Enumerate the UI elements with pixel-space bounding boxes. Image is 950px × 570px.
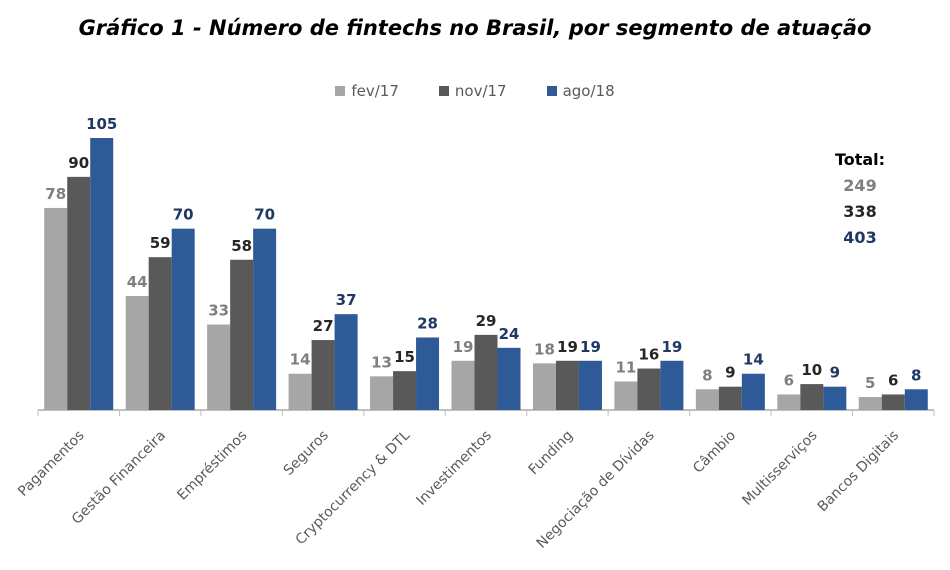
data-label: 27: [313, 317, 334, 335]
data-label: 24: [499, 325, 520, 343]
category-label: Câmbio: [690, 428, 739, 477]
bar: [637, 368, 661, 410]
legend-item-nov17: nov/17: [438, 82, 507, 100]
bar: [660, 360, 684, 410]
bar: [334, 314, 358, 410]
data-label: 90: [68, 154, 89, 172]
total-ago18: 403: [843, 228, 877, 247]
data-label: 58: [231, 237, 252, 255]
bar: [741, 373, 765, 410]
bar: [718, 386, 742, 410]
data-label: 16: [638, 346, 659, 364]
bar: [393, 371, 417, 410]
legend-item-fev17: fev/17: [335, 82, 399, 100]
data-label: 28: [417, 314, 438, 332]
legend-swatch-ago18: [546, 86, 557, 96]
data-label: 78: [45, 185, 66, 203]
data-label: 13: [371, 353, 392, 371]
data-label: 19: [557, 338, 578, 356]
bar: [451, 360, 475, 410]
data-label: 14: [290, 351, 311, 369]
bar: [416, 337, 440, 410]
data-label: 70: [173, 206, 194, 224]
bar: [823, 386, 847, 410]
data-label: 44: [127, 273, 148, 291]
legend-label-ago18: ago/18: [562, 82, 615, 100]
data-label: 33: [208, 302, 229, 320]
legend-label-fev17: fev/17: [351, 82, 399, 100]
bar: [253, 228, 277, 410]
total-label: Total:: [834, 150, 886, 169]
data-label: 14: [743, 351, 764, 369]
data-label: 19: [453, 338, 474, 356]
bar: [44, 207, 68, 410]
bar: [777, 394, 801, 410]
total-fev17: 249: [843, 176, 877, 195]
bar: [555, 360, 579, 410]
bar: [578, 360, 602, 410]
bar: [171, 228, 195, 410]
data-label: 19: [580, 338, 601, 356]
bar: [904, 389, 928, 410]
data-label: 37: [336, 291, 357, 309]
bar: [881, 394, 905, 410]
legend-item-ago18: ago/18: [546, 82, 615, 100]
category-label: Bancos Digitais: [815, 428, 903, 516]
data-label: 6: [784, 371, 794, 389]
bar: [207, 324, 231, 410]
total-nov17: 338: [843, 202, 877, 221]
data-label: 9: [725, 364, 735, 382]
chart-title: Gráfico 1 - Número de fintechs no Brasil…: [78, 16, 872, 40]
data-label: 59: [150, 234, 171, 252]
legend-swatch-nov17: [438, 86, 449, 96]
bar: [288, 373, 312, 410]
bar: [474, 334, 498, 410]
data-label: 29: [476, 312, 497, 330]
legend-label-nov17: nov/17: [454, 82, 507, 100]
legend-swatch-fev17: [335, 86, 346, 96]
data-label: 8: [702, 366, 712, 384]
category-label: Funding: [526, 428, 577, 479]
category-label: Pagamentos: [15, 428, 87, 500]
category-label: Investimentos: [413, 428, 494, 509]
bar: [90, 138, 114, 410]
bar: [532, 363, 556, 410]
data-label: 70: [254, 206, 275, 224]
data-label: 10: [801, 361, 822, 379]
data-label: 15: [394, 348, 415, 366]
bar: [148, 257, 172, 410]
legend: fev/17 nov/17 ago/18: [0, 82, 950, 100]
data-label: 8: [911, 366, 921, 384]
data-label: 105: [86, 115, 117, 133]
bar: [370, 376, 394, 410]
data-label: 19: [661, 338, 682, 356]
bar: [67, 176, 91, 410]
bar: [614, 381, 638, 410]
data-label: 6: [888, 371, 898, 389]
data-label: 9: [830, 364, 840, 382]
category-label: Empréstimos: [174, 428, 250, 504]
bar: [230, 259, 254, 410]
total-box: Total: 249 338 403: [820, 147, 900, 251]
data-label: 18: [534, 340, 555, 358]
data-label: 5: [865, 374, 875, 392]
bar: [695, 389, 719, 410]
bar: [800, 384, 824, 410]
category-label: Seguros: [281, 428, 332, 479]
bar: [125, 296, 149, 410]
bar: [311, 340, 335, 410]
category-label: Gestão Financeira: [69, 428, 169, 528]
bar: [497, 347, 521, 410]
data-label: 11: [615, 359, 636, 377]
category-label: Multisserviços: [739, 428, 820, 509]
bar: [858, 397, 882, 410]
